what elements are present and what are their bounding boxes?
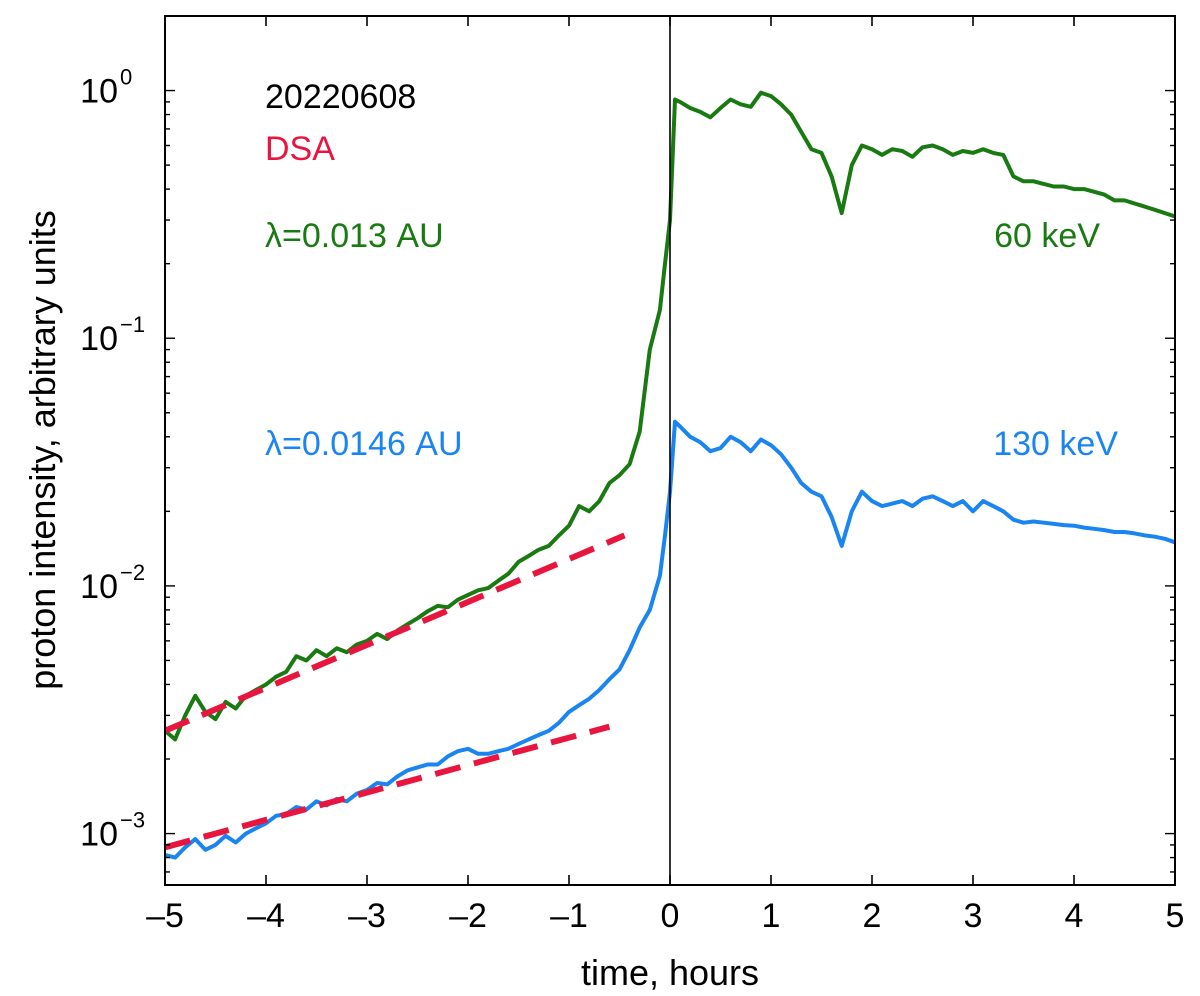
dsa-fit-line <box>165 723 611 851</box>
y-tick-exponent: −1 <box>120 312 145 337</box>
x-axis-label: time, hours <box>581 952 759 993</box>
y-tick-exponent: −3 <box>120 808 145 833</box>
x-tick-label: –3 <box>348 897 386 935</box>
y-tick-exponent: 0 <box>120 65 132 90</box>
energy-60kev-label: 60 keV <box>994 217 1100 255</box>
y-axis-label: proton intensity, arbitrary units <box>22 210 63 690</box>
y-tick-label: 10 <box>80 568 118 606</box>
lambda-130kev-label: λ=0.0146 AU <box>265 425 463 463</box>
x-tick-label: 5 <box>1166 897 1185 935</box>
x-tick-label: 2 <box>863 897 882 935</box>
dsa-label: DSA <box>265 130 335 168</box>
x-tick-label: –1 <box>550 897 588 935</box>
x-tick-label: –4 <box>247 897 285 935</box>
y-tick-exponent: −2 <box>120 560 145 585</box>
dsa-fit-line <box>165 532 626 734</box>
x-tick-label: 0 <box>661 897 680 935</box>
energy-130kev-label: 130 keV <box>993 425 1118 463</box>
x-tick-label: 1 <box>762 897 781 935</box>
y-tick-label: 10 <box>80 320 118 358</box>
lambda-60kev-label: λ=0.013 AU <box>265 217 444 255</box>
y-tick-label: 10 <box>80 816 118 854</box>
y-tick-label: 10 <box>80 73 118 111</box>
x-tick-label: –2 <box>449 897 487 935</box>
x-tick-label: 3 <box>964 897 983 935</box>
x-tick-label: 4 <box>1065 897 1084 935</box>
date-label: 20220608 <box>265 78 416 116</box>
x-tick-label: –5 <box>146 897 184 935</box>
x-axis: –5 –4 –3 –2 –1 0 1 2 3 4 5 <box>146 16 1184 935</box>
